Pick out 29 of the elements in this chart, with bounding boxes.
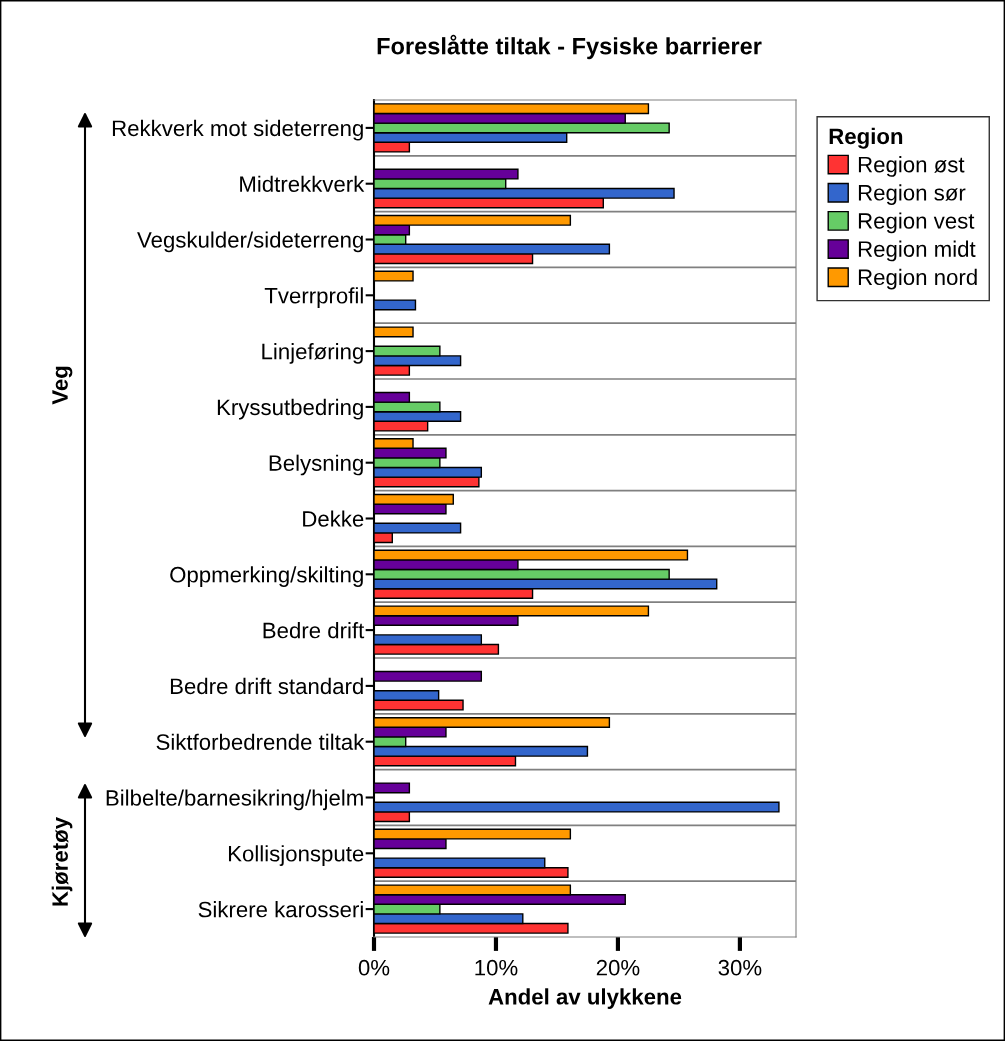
y-tick-label: Kollisjonspute <box>228 845 364 866</box>
y-tick-label: Vegskulder/sideterreng <box>137 231 363 253</box>
y-tick-label: Bilbelte/barnesikring/hjelm <box>106 789 363 811</box>
y-tick-label: Siktforbedrende tiltak <box>156 733 365 750</box>
x-axis-title: Andel av ulykkene <box>488 988 682 1009</box>
legend-label: Region nord <box>858 268 977 290</box>
legend-label: Region vest <box>858 212 975 234</box>
y-tick-label: Midtrekkverk <box>240 175 365 192</box>
text: Kjøretøy <box>51 817 73 906</box>
text: Veg <box>52 366 73 405</box>
y-tick-label: Tverrprofil <box>264 287 363 308</box>
y-tick-label: Linjeføring <box>262 343 363 364</box>
legend-label: Region øst <box>858 156 965 177</box>
y-tick-label: Dekke <box>303 510 364 527</box>
y-tick-label: Bedre drift standard <box>170 677 363 695</box>
x-tick-label: 10% <box>475 959 518 976</box>
x-tick-label: 30% <box>718 959 762 976</box>
x-tick-label: 0% <box>358 959 390 976</box>
y-tick-label: Oppmerking/skilting <box>170 566 363 587</box>
y-tick-label: Kryssutbedring <box>217 398 363 420</box>
y-tick-label: Bedre drift <box>263 622 365 639</box>
y-tick-label: Sikrere karosseri <box>198 901 363 918</box>
legend-label: Region sør <box>858 184 966 205</box>
y-tick-label: Rekkverk mot sideterreng <box>112 119 363 141</box>
y-tick-label: Belysning <box>269 454 363 476</box>
chart-title: Foreslåtte tiltak - Fysiske barrierer <box>377 34 762 60</box>
legend-title: Region <box>829 127 903 149</box>
legend-label: Region midt <box>858 240 976 262</box>
x-tick-label: 20% <box>596 959 640 976</box>
